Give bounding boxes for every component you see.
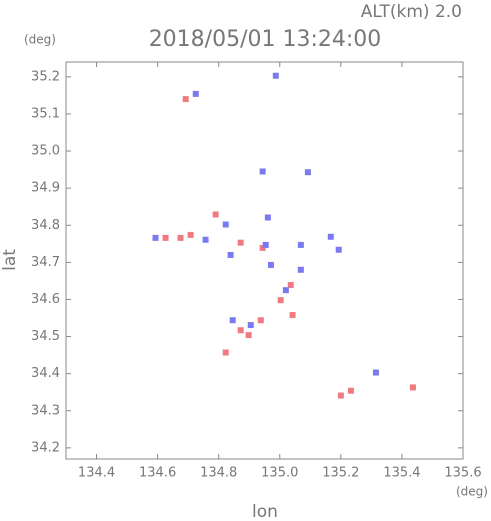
echo-point xyxy=(222,349,229,356)
y-unit: (deg) xyxy=(24,33,56,47)
echo-point xyxy=(229,317,236,324)
echo-point xyxy=(327,233,334,240)
echo-point xyxy=(192,90,199,97)
echo-point xyxy=(335,246,342,253)
echo-point xyxy=(282,287,289,294)
echo-point xyxy=(182,96,189,103)
echo-point xyxy=(237,327,244,334)
y-tick-label: 34.6 xyxy=(31,292,60,307)
x-tick-label: 134.4 xyxy=(78,466,115,481)
echo-point xyxy=(237,239,244,246)
x-tick-label: 134.8 xyxy=(200,466,237,481)
echo-point xyxy=(347,387,354,394)
plot-frame xyxy=(65,61,464,460)
echo-point xyxy=(227,251,234,258)
y-tick-label: 34.4 xyxy=(31,366,60,381)
y-tick-label: 34.8 xyxy=(31,218,60,233)
x-tick-label: 134.6 xyxy=(139,466,176,481)
echo-point xyxy=(272,72,279,79)
y-tick-label: 34.5 xyxy=(31,329,60,344)
echo-point xyxy=(289,312,296,319)
y-tick-label: 34.3 xyxy=(31,403,60,418)
x-unit: (deg) xyxy=(456,485,488,499)
y-axis-label: lat xyxy=(0,249,20,271)
echo-point xyxy=(304,169,311,176)
echo-point xyxy=(245,332,252,339)
echo-point xyxy=(267,261,274,268)
echo-point xyxy=(257,317,264,324)
y-tick-label: 34.7 xyxy=(31,255,60,270)
echo-point xyxy=(259,244,266,251)
echo-point xyxy=(259,168,266,175)
echo-point xyxy=(277,297,284,304)
echo-point xyxy=(152,234,159,241)
echo-point xyxy=(212,211,219,218)
x-tick-label: 135.6 xyxy=(444,466,481,481)
echo-point xyxy=(409,384,416,391)
y-tick-label: 35.1 xyxy=(31,106,60,121)
y-tick-label: 34.2 xyxy=(31,440,60,455)
echo-point xyxy=(264,214,271,221)
echo-point xyxy=(262,241,269,248)
echo-point xyxy=(187,231,194,238)
y-tick-label: 35.2 xyxy=(31,69,60,84)
echo-point xyxy=(372,369,379,376)
echo-point xyxy=(337,392,344,399)
echo-point xyxy=(297,266,304,273)
echo-point xyxy=(297,241,304,248)
x-tick-label: 135.0 xyxy=(261,466,298,481)
y-tick-label: 35.0 xyxy=(31,144,60,159)
x-axis-label: lon xyxy=(252,502,278,521)
echo-point xyxy=(222,221,229,228)
echo-point xyxy=(177,234,184,241)
chart-title: 2018/05/01 13:24:00 xyxy=(149,27,382,52)
echo-point xyxy=(162,234,169,241)
y-tick-label: 34.9 xyxy=(31,181,60,196)
echo-point xyxy=(202,236,209,243)
echo-point xyxy=(247,322,254,329)
x-tick-label: 135.2 xyxy=(322,466,359,481)
echo-point xyxy=(287,281,294,288)
x-tick-label: 135.4 xyxy=(383,466,420,481)
altitude-label: ALT(km) 2.0 xyxy=(361,2,462,22)
